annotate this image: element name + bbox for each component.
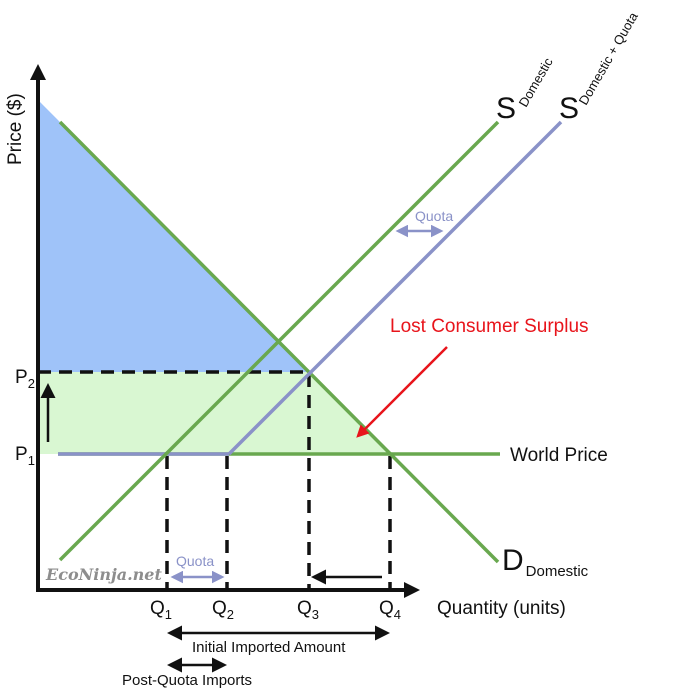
initial-imports-label: Initial Imported Amount — [192, 639, 346, 656]
p1-label: P1 — [15, 444, 35, 468]
demand-label: D Domestic — [502, 544, 589, 580]
q2-label: Q2 — [212, 598, 234, 622]
supply-quota-label: S — [559, 92, 579, 125]
q1-label: Q1 — [150, 598, 172, 622]
quota-top-label: Quota — [415, 208, 453, 224]
quota-bottom-label: Quota — [176, 553, 214, 569]
watermark-logo: EcoNinja.net — [45, 565, 162, 584]
p2-label: P2 — [15, 367, 35, 391]
x-axis-arrowhead — [404, 582, 420, 598]
lost-consumer-surplus-region — [38, 372, 390, 454]
q3-label: Q3 — [297, 598, 319, 622]
supply-quota-curve — [227, 120, 563, 456]
supply-quota-subscript: Domestic + Quota — [576, 9, 642, 108]
x-axis-label: Quantity (units) — [437, 598, 566, 619]
y-axis-label: Price ($) — [5, 93, 26, 165]
lost-consumer-surplus-label: Lost Consumer Surplus — [390, 316, 589, 337]
post-quota-imports-label: Post-Quota Imports — [122, 672, 252, 689]
q4-label: Q4 — [379, 598, 401, 622]
lost-consumer-surplus-arrow — [356, 346, 448, 438]
world-price-label: World Price — [510, 445, 608, 466]
y-axis-arrowhead — [30, 64, 46, 80]
supply-domestic-subscript: Domestic — [516, 55, 556, 110]
supply-domestic-label: S — [496, 92, 516, 125]
supply-domestic-curve — [58, 120, 500, 562]
